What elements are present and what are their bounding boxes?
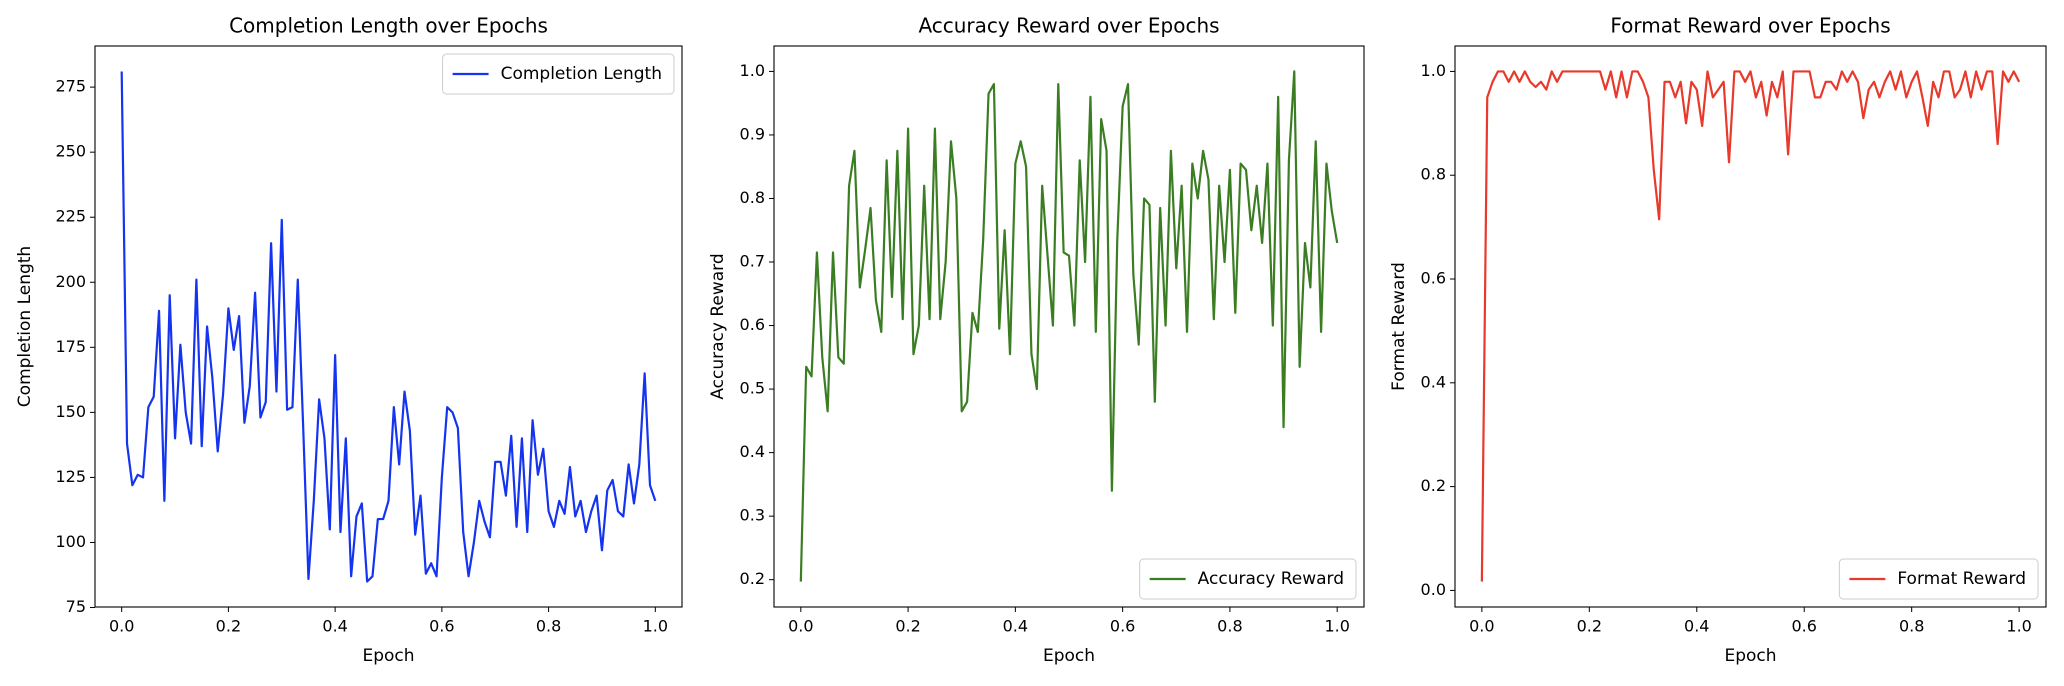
legend-label: Completion Length: [501, 64, 662, 84]
legend: Accuracy Reward: [1139, 558, 1357, 600]
series-line: [799, 70, 1339, 582]
y-tick-label: 0.6: [740, 315, 765, 334]
y-tick-label: 150: [55, 402, 86, 421]
y-tick-label: 0.2: [740, 569, 765, 588]
x-tick-label: 0.2: [1577, 617, 1602, 636]
y-tick-label: 0.8: [740, 188, 765, 207]
y-tick-label: 175: [55, 337, 86, 356]
chart-title: Format Reward over Epochs: [1610, 14, 1890, 38]
y-tick-label: 125: [55, 467, 86, 486]
y-tick-label: 0.7: [740, 252, 765, 271]
x-tick-label: 1.0: [2006, 617, 2031, 636]
x-tick-label: 0.0: [109, 617, 134, 636]
x-tick-label: 0.6: [1110, 617, 1135, 636]
y-tick-label: 0.4: [740, 442, 765, 461]
y-tick-label: 0.0: [1421, 580, 1446, 599]
x-axis-label: Epoch: [1724, 646, 1776, 666]
plot-frame: [1454, 45, 2047, 608]
y-tick-label: 225: [55, 207, 86, 226]
x-tick-label: 0.8: [1217, 617, 1242, 636]
x-tick-label: 0.8: [536, 617, 561, 636]
x-tick-label: 1.0: [643, 617, 668, 636]
subplot: 0.0 0.2 0.4 0.6 0.8 1.0 0.0 0.2 0.4 0.6 0.8 1.0 Form…: [1389, 14, 2047, 666]
y-tick-label: 200: [55, 272, 86, 291]
y-axis-label: Accuracy Reward: [708, 253, 728, 399]
subplot: 0.0 0.2 0.4 0.6 0.8 1.0 0.2 0.3 0.4 0.5 0.6 0.7 0.8 0…: [708, 14, 1365, 666]
x-tick-label: 0.4: [1003, 617, 1028, 636]
y-tick-label: 0.2: [1421, 476, 1446, 495]
y-axis-label: Completion Length: [15, 246, 35, 407]
y-tick-label: 1.0: [740, 61, 765, 80]
y-tick-label: 275: [55, 77, 86, 96]
x-tick-label: 0.8: [1899, 617, 1924, 636]
plot-frame: [773, 45, 1365, 608]
legend-box: [442, 53, 675, 95]
x-axis-label: Epoch: [1043, 646, 1095, 666]
x-tick-label: 0.6: [429, 617, 454, 636]
x-tick-label: 0.4: [322, 617, 347, 636]
legend-label: Accuracy Reward: [1198, 569, 1344, 589]
x-tick-label: 1.0: [1324, 617, 1349, 636]
y-tick-label: 75: [66, 597, 86, 616]
legend-box: [1838, 558, 2039, 600]
y-tick-label: 1.0: [1421, 61, 1446, 80]
legend-box: [1139, 558, 1357, 600]
legend: Format Reward: [1838, 558, 2039, 600]
y-tick-label: 0.4: [1421, 372, 1446, 391]
y-tick-label: 0.5: [740, 379, 765, 398]
legend: Completion Length: [442, 53, 675, 95]
y-tick-label: 0.8: [1421, 165, 1446, 184]
x-tick-label: 0.0: [1469, 617, 1494, 636]
y-tick-label: 0.6: [1421, 269, 1446, 288]
plot-frame: [94, 45, 683, 608]
y-tick-label: 0.3: [740, 506, 765, 525]
series-line: [120, 71, 657, 583]
x-tick-label: 0.2: [216, 617, 241, 636]
x-tick-label: 0.0: [788, 617, 813, 636]
chart-title: Accuracy Reward over Epochs: [918, 14, 1219, 38]
y-tick-label: 0.9: [740, 124, 765, 143]
series-line: [1480, 70, 2021, 582]
x-tick-label: 0.2: [895, 617, 920, 636]
subplot: 0.0 0.2 0.4 0.6 0.8 1.0 75 100 125 150 175 200 225 25…: [15, 14, 683, 666]
y-tick-label: 250: [55, 142, 86, 161]
legend-label: Format Reward: [1897, 569, 2026, 589]
y-tick-label: 100: [55, 532, 86, 551]
chart-title: Completion Length over Epochs: [229, 14, 548, 38]
x-tick-label: 0.4: [1684, 617, 1709, 636]
x-axis-label: Epoch: [362, 646, 414, 666]
x-tick-label: 0.6: [1792, 617, 1817, 636]
y-axis-label: Format Reward: [1389, 262, 1409, 391]
